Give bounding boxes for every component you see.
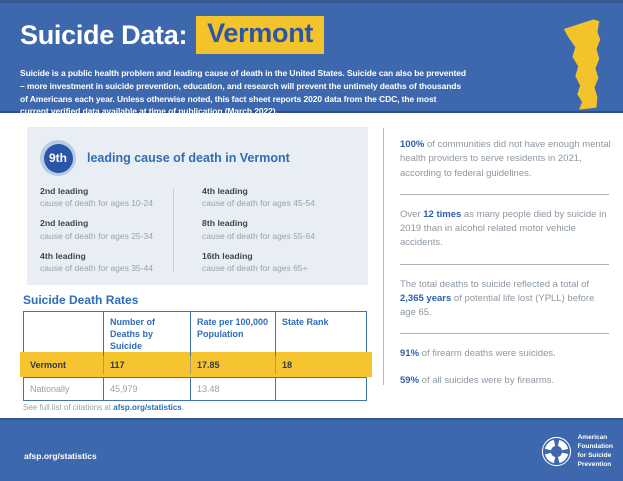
- fact-divider: [400, 333, 609, 335]
- vermont-state-icon: [563, 19, 601, 110]
- leading-cause-panel: 9th leading cause of death in Vermont 2n…: [27, 127, 368, 285]
- stat-item: 4th leading cause of death for ages 35-4…: [40, 250, 153, 274]
- stat-item: 4th leading cause of death for ages 45-5…: [202, 186, 315, 209]
- death-rates-title: Suicide Death Rates: [23, 293, 139, 307]
- header-cell-rank: State Rank: [275, 312, 366, 357]
- intro-paragraph: Suicide is a public health problem and l…: [20, 68, 466, 117]
- header-cell-empty: [24, 312, 103, 356]
- afsp-logo-icon: [541, 436, 571, 466]
- vermont-row-highlight: [20, 352, 372, 377]
- citation-line: See full list of citations at afsp.org/s…: [23, 403, 184, 412]
- afsp-logo: American Foundation for Suicide Preventi…: [541, 433, 613, 469]
- rank-badge: 9th: [40, 140, 76, 176]
- table-row-vermont: Vermont 117 17.85 18: [24, 352, 366, 377]
- stat-item: 16th leading cause of death for ages 65+: [202, 250, 308, 274]
- header-cell-rate: Rate per 100,000 Population: [190, 312, 275, 357]
- title-text: Suicide Data:: [20, 19, 188, 50]
- footer-bar: afsp.org/statistics American Foundation …: [0, 418, 623, 481]
- fact-firearm-deaths: 91% of firearm deaths were suicides.: [400, 348, 556, 360]
- fact-alcohol-mva: Over 12 times as many people died by sui…: [400, 208, 607, 249]
- age-group-stats: 2nd leading cause of death for ages 10-2…: [27, 176, 368, 283]
- stat-item: 8th leading cause of death for ages 55-6…: [202, 218, 315, 241]
- table-row-nationally: Nationally 45,979 13.48: [24, 377, 366, 400]
- table-header-row: Number of Deaths by Suicide Rate per 100…: [24, 312, 366, 357]
- header-cell-deaths: Number of Deaths by Suicide: [103, 312, 190, 357]
- footer-statistics-link[interactable]: afsp.org/statistics: [24, 451, 97, 461]
- content-vertical-divider: [383, 128, 384, 385]
- rank-badge-label: 9th: [49, 151, 67, 165]
- fact-mental-health: 100% of communities did not have enough …: [400, 139, 611, 179]
- death-rates-table: Number of Deaths by Suicide Rate per 100…: [20, 311, 372, 401]
- facts-column: 100% of communities did not have enough …: [400, 128, 611, 400]
- header-banner: Suicide Data: Vermont Suicide is a publi…: [0, 0, 623, 116]
- stats-column-divider: [173, 188, 174, 272]
- citations-link[interactable]: afsp.org/statistics: [113, 403, 182, 412]
- fact-suicides-by-firearm: 59% of all suicides were by firearms.: [400, 374, 555, 386]
- fact-ypll: The total deaths to suicide reflected a …: [400, 278, 595, 319]
- leading-cause-heading: leading cause of death in Vermont: [87, 151, 290, 165]
- state-name-chip: Vermont: [196, 16, 325, 54]
- page-title: Suicide Data: Vermont: [20, 16, 325, 54]
- fact-divider: [400, 193, 609, 195]
- stat-item: 2nd leading cause of death for ages 10-2…: [40, 186, 153, 209]
- afsp-logo-text: American Foundation for Suicide Preventi…: [577, 434, 613, 469]
- stat-item: 2nd leading cause of death for ages 25-3…: [40, 218, 153, 241]
- fact-divider: [400, 263, 609, 265]
